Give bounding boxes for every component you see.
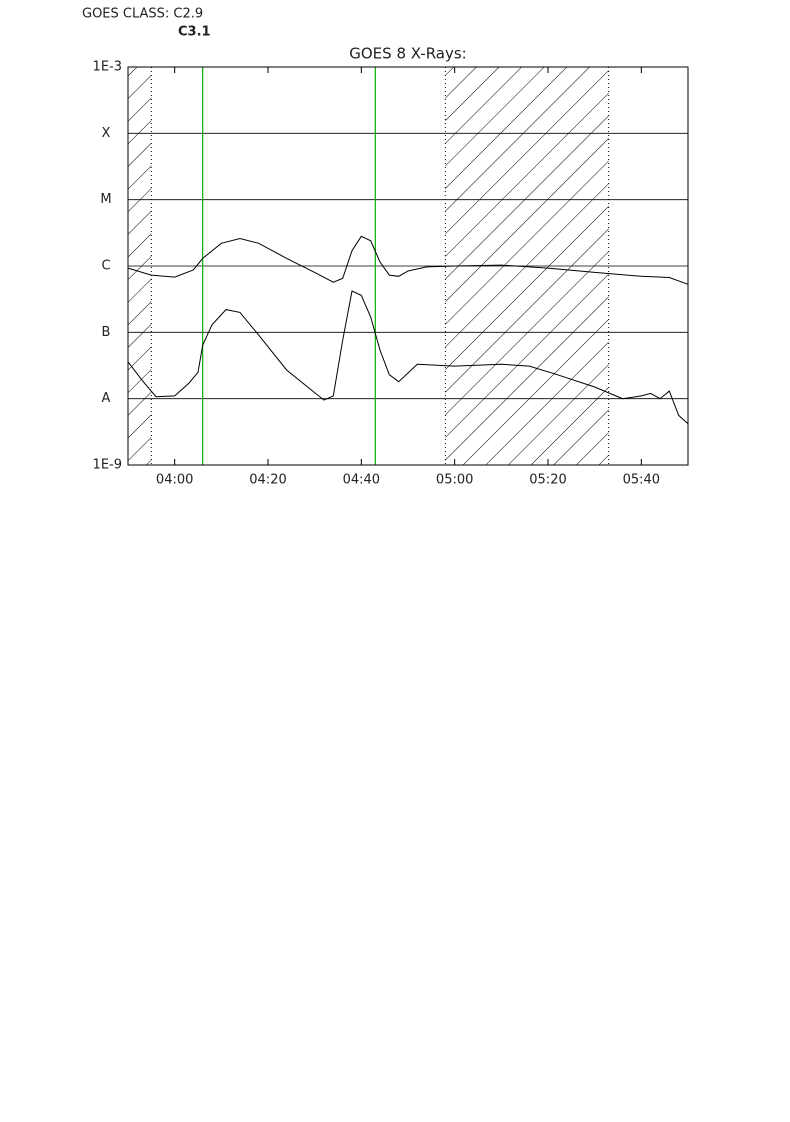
x-tick-label: 05:40: [623, 473, 660, 488]
plot-frame: [127, 66, 689, 466]
y-tick-label: C: [101, 259, 110, 274]
x-tick-label: 04:40: [343, 473, 380, 488]
x-tick-label: 05:20: [529, 473, 566, 488]
x-tick-label: 04:00: [156, 473, 193, 488]
x-tick-label: 05:00: [436, 473, 473, 488]
y-tick-label: 1E-9: [93, 458, 122, 473]
y-tick-label: 1E-3: [93, 60, 122, 75]
chart-title: GOES 8 X-Rays:: [349, 45, 466, 63]
flux-line: [127, 235, 689, 285]
y-tick-label: B: [102, 325, 111, 340]
x-tick-label: 04:20: [249, 473, 286, 488]
flux-line: [127, 290, 689, 425]
goes-class: GOES CLASS: C2.9: [82, 7, 203, 22]
y-tick-label: X: [102, 126, 111, 141]
y-tick-label: M: [100, 192, 111, 207]
y-tick-label: A: [102, 391, 111, 406]
goes-class-peak: C3.1: [178, 25, 211, 40]
